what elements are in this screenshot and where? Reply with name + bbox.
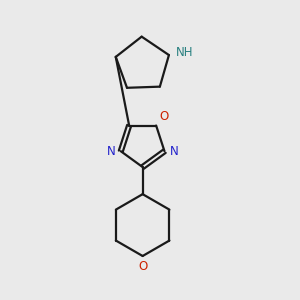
Text: NH: NH xyxy=(176,46,194,59)
Text: N: N xyxy=(107,145,116,158)
Text: O: O xyxy=(138,260,147,273)
Text: O: O xyxy=(159,110,168,123)
Text: N: N xyxy=(170,145,178,158)
